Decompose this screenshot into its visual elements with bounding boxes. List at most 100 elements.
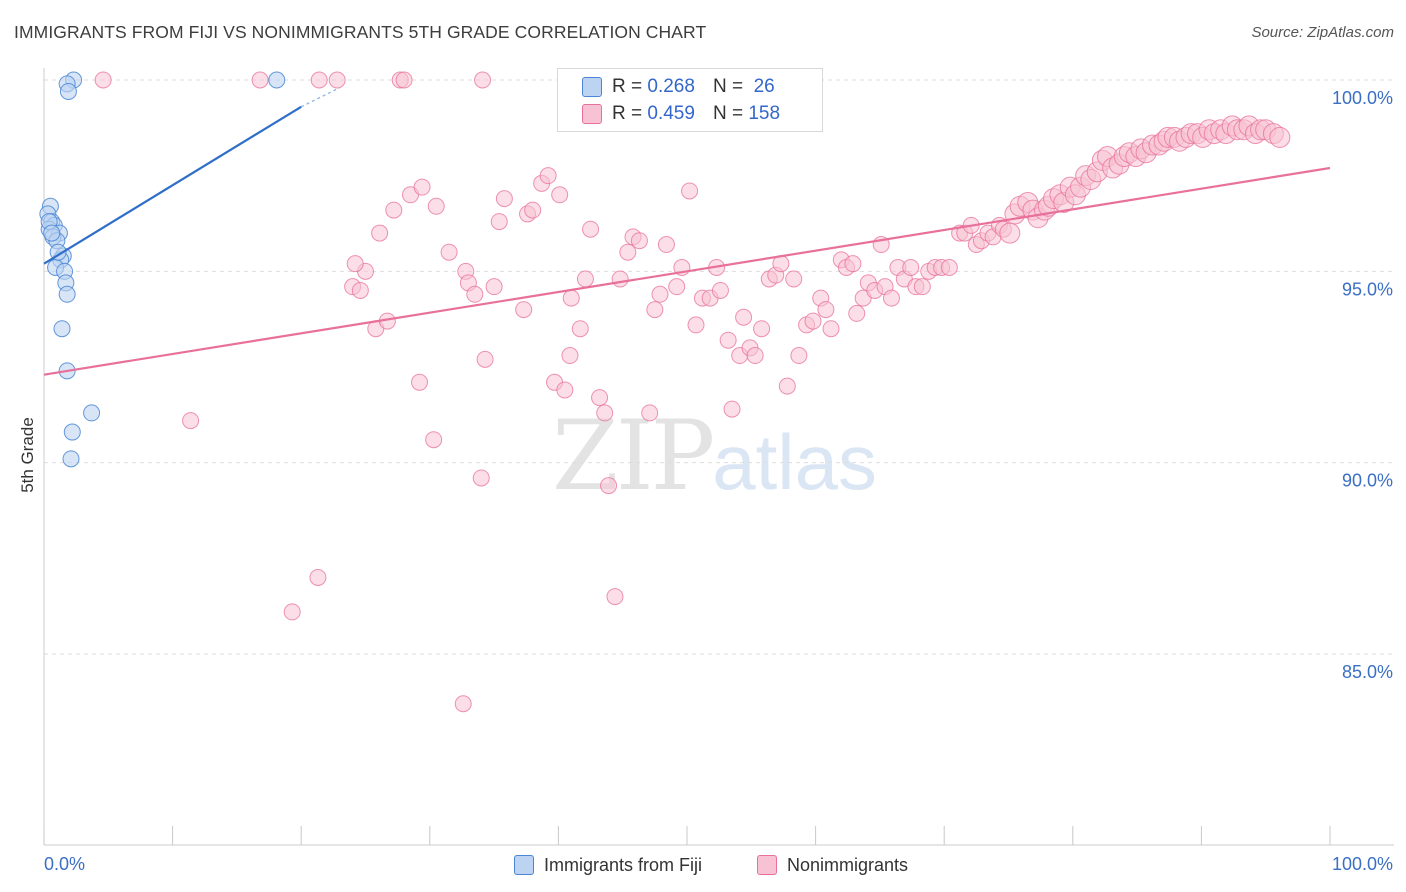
fiji-r-value: 0.268 — [647, 76, 695, 97]
nonimmigrant-point — [551, 186, 569, 204]
gridlines — [44, 79, 1394, 655]
nonimmigrant-point — [681, 182, 699, 200]
fiji-point — [62, 450, 80, 468]
non-r-label: R = — [612, 103, 643, 124]
nonimmigrant-point — [346, 255, 364, 273]
bottom-non-swatch — [757, 855, 777, 875]
fiji-swatch — [582, 77, 602, 97]
nonimmigrant-point — [902, 259, 920, 277]
nonimmigrant-point — [596, 404, 614, 422]
fiji-point — [59, 82, 77, 100]
nonimmigrant-point — [485, 278, 503, 296]
nonimmigrant-point — [723, 400, 741, 418]
x-tick-label-max: 100.0% — [1332, 854, 1393, 874]
watermark: ZIPatlas — [552, 400, 877, 512]
nonimmigrant-point — [328, 71, 346, 89]
source-attribution: Source: ZipAtlas.com — [1251, 24, 1394, 41]
fiji-n-value: 26 — [753, 76, 775, 97]
watermark-zip: ZIP — [552, 400, 715, 512]
nonimmigrant-point — [822, 320, 840, 338]
fiji-point — [268, 71, 286, 89]
fiji-point — [49, 243, 67, 261]
nonimmigrant-point — [940, 259, 958, 277]
nonimmigrant-point — [668, 278, 686, 296]
non-n-value: 158 — [748, 103, 781, 124]
watermark-atlas: atlas — [712, 418, 877, 506]
nonimmigrant-point — [283, 603, 301, 621]
nonimmigrant-point — [591, 389, 609, 407]
nonimmigrant-point — [490, 213, 508, 231]
nonimmigrant-point — [515, 301, 533, 319]
nonimmigrant-point — [413, 178, 431, 196]
nonimmigrant-point — [440, 243, 458, 261]
nonimmigrant-point — [848, 304, 866, 322]
nonimmigrant-point — [646, 301, 664, 319]
nonimmigrant-point — [495, 190, 513, 208]
nonimmigrant-point — [371, 224, 389, 242]
legend-row-non: R = 0.459 N = 158 — [582, 102, 780, 126]
y-tick-label: 100.0% — [1332, 88, 1393, 108]
nonimmigrant-point — [556, 381, 574, 399]
stats-legend: R = 0.268 N = 26 R = 0.459 N = 158 — [557, 68, 823, 132]
nonimmigrant-point — [844, 255, 862, 273]
nonimmigrant-point — [395, 71, 413, 89]
fiji-point — [43, 224, 61, 242]
x-tick-label-min: 0.0% — [44, 854, 85, 874]
nonimmigrant-point — [182, 412, 200, 430]
nonimmigrant-point — [476, 350, 494, 368]
nonimmigrant-point — [454, 695, 472, 713]
legend-row-fiji: R = 0.268 N = 26 — [582, 75, 775, 99]
chart-title: IMMIGRANTS FROM FIJI VS NONIMMIGRANTS 5T… — [14, 22, 707, 42]
nonimmigrant-trend-line — [43, 166, 1331, 376]
y-tick-label: 95.0% — [1342, 279, 1393, 299]
nonimmigrant-point — [425, 431, 443, 449]
nonimmigrant-point — [539, 167, 557, 185]
nonimmigrant-point — [913, 278, 931, 296]
y-tick-label: 85.0% — [1342, 662, 1393, 682]
nonimmigrant-point — [309, 568, 327, 586]
nonimmigrant-point — [351, 281, 369, 299]
nonimmigrant-point — [753, 320, 771, 338]
nonimmigrant-point — [657, 236, 675, 254]
non-swatch — [582, 104, 602, 124]
nonimmigrant-point — [711, 281, 729, 299]
fiji-trend-extension — [300, 86, 341, 108]
nonimmigrant-point — [474, 71, 492, 89]
non-n-label: N = — [712, 103, 744, 124]
nonimmigrant-point — [817, 301, 835, 319]
nonimmigrant-point — [427, 197, 445, 215]
nonimmigrant-point — [576, 270, 594, 288]
nonimmigrant-point — [735, 308, 753, 326]
y-tick-label: 90.0% — [1342, 471, 1393, 491]
bottom-fiji-label: Immigrants from Fiji — [544, 854, 703, 875]
nonimmigrant-point — [571, 320, 589, 338]
nonimmigrant-point — [882, 289, 900, 307]
nonimmigrant-point — [1269, 126, 1291, 148]
non-r-value: 0.459 — [647, 103, 695, 124]
nonimmigrant-point — [651, 285, 669, 303]
nonimmigrant-point — [999, 222, 1021, 244]
nonimmigrant-point — [606, 588, 624, 606]
nonimmigrant-point — [611, 270, 629, 288]
nonimmigrant-point — [385, 201, 403, 219]
nonimmigrant-point — [641, 404, 659, 422]
nonimmigrant-point — [582, 220, 600, 238]
nonimmigrant-point — [411, 373, 429, 391]
fiji-trend-line — [43, 105, 302, 265]
bottom-legend-fiji: Immigrants from Fiji — [514, 852, 702, 878]
nonimmigrant-point — [687, 316, 705, 334]
fiji-point — [63, 423, 81, 441]
nonimmigrant-point — [600, 477, 618, 495]
fiji-point — [83, 404, 101, 422]
nonimmigrant-point — [804, 312, 822, 330]
fiji-point — [58, 285, 76, 303]
nonimmigrant-point — [94, 71, 112, 89]
nonimmigrant-point — [790, 347, 808, 365]
trend-lines — [43, 86, 1331, 376]
nonimmigrant-point — [524, 201, 542, 219]
nonimmigrant-point — [562, 289, 580, 307]
fiji-n-label: N = — [712, 76, 744, 97]
bottom-fiji-swatch — [514, 855, 534, 875]
bottom-non-label: Nonimmigrants — [787, 854, 909, 875]
